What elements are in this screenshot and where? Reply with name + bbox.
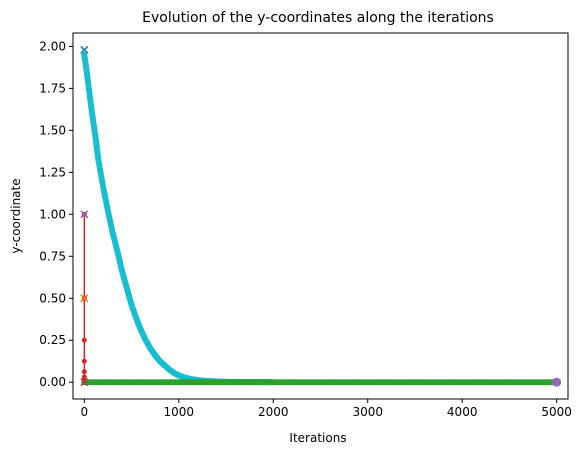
series-0: [81, 51, 277, 386]
series-2-point: [81, 369, 87, 375]
x-tick-label: 4000: [447, 405, 478, 419]
y-tick-label: 0.00: [39, 375, 66, 389]
x-marker: [80, 294, 89, 303]
x-tick-label: 1000: [164, 405, 195, 419]
series-1: [81, 379, 560, 386]
y-tick-label: 0.50: [39, 291, 66, 305]
y-tick-label: 0.25: [39, 333, 66, 347]
series-2-point: [81, 358, 87, 364]
x-marker: [80, 378, 89, 387]
x-tick-label: 5000: [541, 405, 572, 419]
x-tick-label: 0: [81, 405, 89, 419]
y-tick-label: 1.50: [39, 123, 66, 137]
y-tick-label: 1.00: [39, 207, 66, 221]
y-tick-label: 2.00: [39, 39, 66, 53]
x-marker-stroke: [80, 210, 89, 219]
x-marker-stroke: [80, 294, 89, 303]
x-marker: [80, 45, 89, 54]
x-marker-stroke: [80, 45, 89, 54]
plot-area: [80, 45, 562, 387]
series-2-point: [81, 337, 87, 343]
y-tick-label: 0.75: [39, 249, 66, 263]
axis-ticks: 0 1000 2000 3000 4000 5000 0.00 0.25 0.50 0.75 1.0…: [39, 39, 572, 419]
y-tick-label: 1.75: [39, 81, 66, 95]
axes-frame: [72, 32, 569, 400]
chart-title: Evolution of the y-coordinates along the…: [142, 10, 494, 26]
x-marker: [80, 210, 89, 219]
x-axis-label: Iterations: [289, 431, 346, 445]
x-marker-stroke: [80, 378, 89, 387]
x-tick-label: 2000: [258, 405, 289, 419]
y-tick-label: 1.25: [39, 165, 66, 179]
x-tick-label: 3000: [352, 405, 383, 419]
y-axis-label: y-coordinate: [9, 178, 23, 253]
circle-marker: [552, 377, 562, 387]
